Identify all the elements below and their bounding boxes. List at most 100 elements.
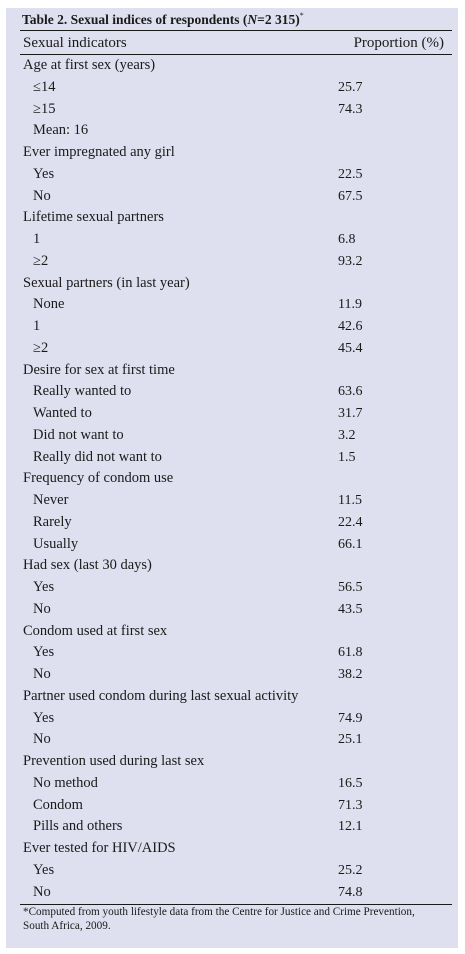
table-row: Yes 25.2 xyxy=(6,862,458,883)
table-row: Really did not want to 1.5 xyxy=(6,449,458,470)
table-section-row: Prevention used during last sex xyxy=(6,753,458,774)
row-label: No xyxy=(33,187,51,204)
table-row: Yes 56.5 xyxy=(6,579,458,600)
table-section-row: Ever tested for HIV/AIDS xyxy=(6,840,458,861)
row-label: Condom used at first sex xyxy=(23,622,168,639)
title-n-value: =2 315) xyxy=(257,12,300,27)
table-section-row: Had sex (last 30 days) xyxy=(6,557,458,578)
table-section-row: Age at first sex (years) xyxy=(6,57,458,78)
header-rule xyxy=(20,54,452,55)
title-text: Table 2. Sexual indices of respondents ( xyxy=(22,12,248,27)
row-proportion: 45.4 xyxy=(338,340,363,356)
row-label: Sexual partners (in last year) xyxy=(23,274,190,291)
table-row: No 43.5 xyxy=(6,601,458,622)
row-label: 1 xyxy=(33,318,41,334)
table-panel: Table 2. Sexual indices of respondents (… xyxy=(6,8,458,948)
table-row: Really wanted to 63.6 xyxy=(6,383,458,404)
table-row: Pills and others 12.1 xyxy=(6,818,458,839)
table-row: ≥15 74.3 xyxy=(6,101,458,122)
row-label: ≥15 xyxy=(33,100,56,117)
row-proportion: 43.5 xyxy=(338,601,363,617)
title-footnote-marker: * xyxy=(299,11,304,20)
row-proportion: 25.7 xyxy=(338,79,363,95)
row-proportion: 6.8 xyxy=(338,232,356,247)
row-proportion: 63.6 xyxy=(338,384,363,400)
row-proportion: 16.5 xyxy=(338,775,363,791)
row-label: Had sex (last 30 days) xyxy=(23,557,152,574)
table-row: ≥2 45.4 xyxy=(6,340,458,361)
table-row: Rarely 22.4 xyxy=(6,514,458,535)
row-proportion: 22.5 xyxy=(338,166,363,182)
row-label: Usually xyxy=(33,535,79,552)
table-row: No 74.8 xyxy=(6,884,458,905)
table-row: None 11.9 xyxy=(6,296,458,317)
table-row: Never 11.5 xyxy=(6,492,458,513)
row-proportion: 12.1 xyxy=(338,819,363,835)
row-label: Ever impregnated any girl xyxy=(23,144,175,160)
table-row: ≥2 93.2 xyxy=(6,253,458,274)
table-row: No method 16.5 xyxy=(6,775,458,796)
row-label: Really did not want to xyxy=(33,448,162,465)
row-label: Lifetime sexual partners xyxy=(23,209,164,226)
table-section-row: Frequency of condom use xyxy=(6,470,458,491)
row-proportion: 1.5 xyxy=(338,449,356,465)
row-label: Yes xyxy=(33,644,55,661)
row-proportion: 11.9 xyxy=(338,297,362,313)
row-label: Wanted to xyxy=(33,405,92,421)
row-label: Yes xyxy=(33,165,55,182)
row-label: No xyxy=(33,600,51,617)
table-section-row: Partner used condom during last sexual a… xyxy=(6,688,458,709)
top-rule xyxy=(20,30,452,32)
table-row: Usually 66.1 xyxy=(6,536,458,557)
table-row: No 25.1 xyxy=(6,731,458,752)
table-row: Did not want to 3.2 xyxy=(6,427,458,448)
bottom-rule xyxy=(20,904,452,905)
column-header-proportion: Proportion (%) xyxy=(353,35,444,51)
row-label: Yes xyxy=(33,709,55,726)
row-label: Yes xyxy=(33,579,55,595)
row-label: Really wanted to xyxy=(33,383,132,400)
row-label: Age at first sex (years) xyxy=(23,57,156,73)
row-proportion: 22.4 xyxy=(338,514,363,530)
table-row: Yes 61.8 xyxy=(6,644,458,665)
row-label: Frequency of condom use xyxy=(23,470,174,487)
row-label: ≥2 xyxy=(33,339,49,356)
table-row: ≤14 25.7 xyxy=(6,79,458,100)
row-label: Yes xyxy=(33,861,55,878)
table-row: Yes 74.9 xyxy=(6,710,458,731)
row-proportion: 74.3 xyxy=(338,101,363,117)
table-row: Wanted to 31.7 xyxy=(6,405,458,426)
row-label: Pills and others xyxy=(33,818,123,835)
row-proportion: 25.2 xyxy=(338,862,363,878)
row-label: Ever tested for HIV/AIDS xyxy=(23,840,176,856)
row-label: ≥2 xyxy=(33,252,49,269)
row-proportion: 38.2 xyxy=(338,667,363,682)
table-section-row: Condom used at first sex xyxy=(6,623,458,644)
table-row: Mean: 16 xyxy=(6,122,458,143)
title-n-variable: N xyxy=(247,12,258,27)
row-label: 1 xyxy=(33,231,41,247)
row-label: Prevention used during last sex xyxy=(23,753,205,769)
row-label: ≤14 xyxy=(33,78,56,95)
row-proportion: 25.1 xyxy=(338,732,363,748)
table-row: Condom 71.3 xyxy=(6,797,458,818)
table-section-row: Desire for sex at first time xyxy=(6,362,458,383)
row-label: Did not want to xyxy=(33,426,124,443)
table-footnote: *Computed from youth lifestyle data from… xyxy=(23,906,415,932)
table-row: No 38.2 xyxy=(6,666,458,687)
row-label: No xyxy=(33,666,51,682)
row-label: Condom xyxy=(33,796,83,813)
table-row: 1 6.8 xyxy=(6,231,458,252)
column-header-indicators: Sexual indicators xyxy=(23,35,127,51)
row-label: Partner used condom during last sexual a… xyxy=(23,687,299,704)
table-row: No 67.5 xyxy=(6,188,458,209)
table-section-row: Sexual partners (in last year) xyxy=(6,275,458,296)
row-proportion: 74.8 xyxy=(338,884,363,900)
row-proportion: 3.2 xyxy=(338,427,356,443)
row-label: No method xyxy=(33,774,98,791)
row-proportion: 42.6 xyxy=(338,319,363,334)
row-proportion: 61.8 xyxy=(338,645,363,661)
table-section-row: Lifetime sexual partners xyxy=(6,209,458,230)
table-section-row: Ever impregnated any girl xyxy=(6,144,458,165)
table-row: Yes 22.5 xyxy=(6,166,458,187)
